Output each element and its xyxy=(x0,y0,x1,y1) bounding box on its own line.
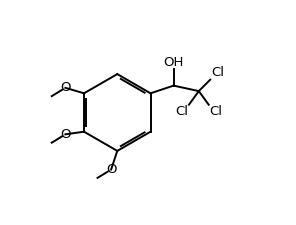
Text: O: O xyxy=(60,81,71,94)
Text: Cl: Cl xyxy=(175,105,188,118)
Text: OH: OH xyxy=(163,56,184,68)
Text: O: O xyxy=(60,128,71,141)
Text: O: O xyxy=(106,163,116,176)
Text: Cl: Cl xyxy=(211,66,224,79)
Text: Cl: Cl xyxy=(209,105,222,118)
